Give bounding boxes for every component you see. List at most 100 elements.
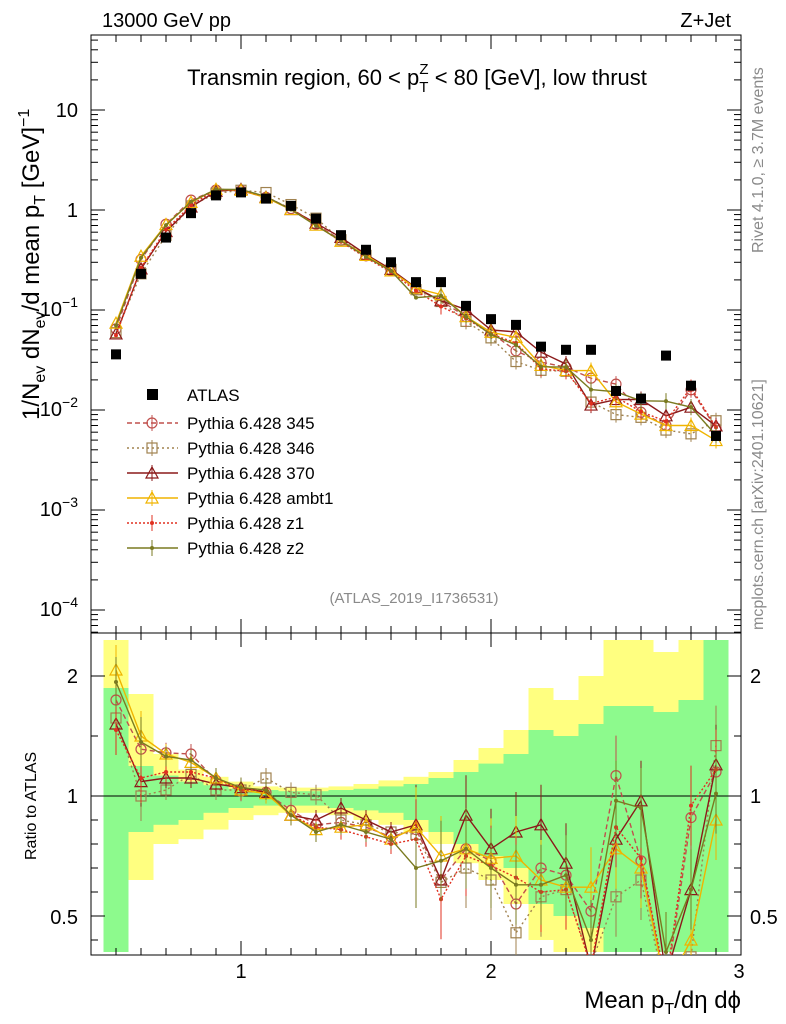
mc-point (639, 409, 643, 414)
atlas-point (436, 277, 446, 288)
mc-point (683, 418, 699, 432)
y-tick-label: 10−1 (40, 294, 78, 321)
atlas-point (236, 187, 246, 198)
atlas-point (111, 349, 121, 360)
mc-curves-ratio (108, 645, 724, 985)
mc-point (589, 387, 593, 392)
legend-marker (150, 521, 154, 525)
ratio-point (664, 950, 668, 954)
ratio-point (214, 776, 218, 780)
atlas-point (561, 344, 571, 355)
mc-point (533, 344, 549, 358)
legend-label: ATLAS (187, 386, 240, 405)
atlas-point (686, 380, 696, 391)
ratio-point (689, 887, 693, 892)
ratio-point (314, 830, 318, 834)
atlas-point (661, 350, 671, 361)
ratio-point (339, 822, 343, 827)
ratio-point (660, 970, 672, 981)
ratio-point (639, 856, 643, 861)
ratio-point (564, 873, 568, 878)
legend-marker (144, 465, 160, 479)
ratio-point (589, 938, 593, 942)
analysis-id: (ATLAS_2019_I1736531) (329, 590, 498, 607)
x-tick-label: 1 (235, 961, 246, 983)
mc-point (189, 203, 193, 208)
y-tick-label: 1 (67, 200, 78, 222)
atlas-point (311, 213, 321, 224)
mcplots-url-label: mcplots.cern.ch [arXiv:2401.10621] (750, 379, 767, 630)
ratio-point (183, 770, 199, 784)
x-tick-label: 3 (733, 961, 744, 983)
ratio-point (639, 806, 643, 810)
legend-label: Pythia 6.428 346 (187, 439, 315, 458)
ratio-point (464, 846, 468, 851)
legend-label: Pythia 6.428 ambt1 (187, 489, 333, 508)
legend: ATLAS Pythia 6.428 345 Pythia 6.428 346 … (127, 386, 333, 558)
ratio-point (589, 964, 593, 968)
ratio-point (489, 866, 493, 870)
ratio-axis-title: Ratio to ATLAS (23, 752, 40, 860)
mc-point (408, 280, 424, 294)
mc-point (133, 248, 149, 262)
mc-point (564, 365, 568, 370)
rivet-version-label: Rivet 4.1.0, ≥ 3.7M events (750, 67, 767, 253)
mc-point (164, 227, 168, 232)
y-tick-labels: 10 1 10−1 10−2 10−3 10−4 (40, 100, 78, 621)
mc-point (164, 223, 168, 228)
atlas-point (511, 319, 521, 330)
ratio-point (189, 758, 193, 762)
y-tick-label: 10 (56, 100, 78, 122)
ratio-point (533, 817, 549, 831)
ratio-point (310, 789, 322, 801)
ratio-tick-label-right: 1 (750, 786, 761, 808)
mc-point (414, 295, 418, 300)
atlas-point (286, 200, 296, 211)
axis-ticks (90, 35, 742, 955)
mc-point (664, 419, 668, 424)
ratio-tick-label-left: 1 (67, 786, 78, 808)
y-tick-label: 10−4 (40, 594, 78, 621)
ratio-point (439, 858, 443, 863)
legend-label: Pythia 6.428 z1 (187, 514, 304, 533)
mc-point (183, 195, 199, 209)
y-tick-label: 10−3 (40, 494, 78, 521)
ratio-point (139, 776, 143, 780)
mc-point (514, 342, 518, 347)
green-band-bin (353, 788, 379, 811)
ratio-point (158, 770, 174, 784)
mc-point (139, 255, 143, 260)
mc-point (583, 363, 599, 377)
mc-point (439, 304, 443, 309)
mc-point (214, 187, 218, 192)
green-band-bin (378, 786, 404, 813)
ratio-tick-label-left: 2 (67, 666, 78, 688)
legend-marker (144, 490, 160, 504)
mc-point (308, 217, 324, 231)
mc-point (539, 364, 543, 369)
ratio-point (114, 728, 118, 732)
x-axis-title: Mean pT/dη dϕ (584, 987, 741, 1018)
atlas-point (136, 268, 146, 279)
atlas-point (536, 341, 546, 352)
ratio-point (164, 770, 168, 774)
chart-title: Transmin region, 60 < pTZ < 80 [GeV], lo… (187, 61, 647, 96)
y-tick-label: 10−2 (40, 394, 78, 421)
mc-point (464, 314, 468, 319)
ratio-point (389, 837, 393, 842)
mc-point (189, 199, 193, 204)
legend-label: Pythia 6.428 345 (187, 414, 315, 433)
ratio-point (683, 932, 699, 946)
ratio-point (689, 803, 693, 808)
ratio-tick-label-right: 0.5 (750, 907, 778, 929)
mc-point (414, 288, 418, 293)
ratio-point (333, 800, 349, 814)
mc-point (664, 399, 668, 404)
ratio-point (164, 754, 168, 759)
atlas-point (636, 393, 646, 404)
header-energy: 13000 GeV pp (102, 10, 231, 32)
mc-point (383, 263, 399, 277)
ratio-point (189, 770, 193, 774)
ratio-point (510, 927, 522, 939)
ratio-point (664, 981, 668, 985)
